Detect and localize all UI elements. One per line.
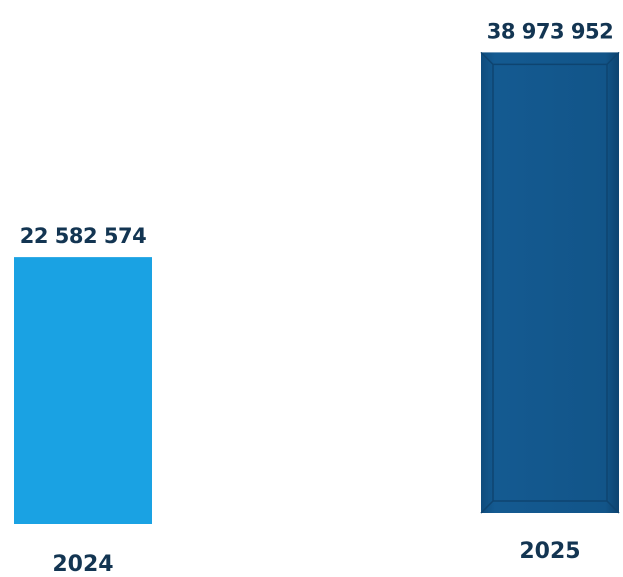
bars-layer — [14, 51, 620, 524]
bar-bevel-2025 — [480, 51, 620, 514]
labels-layer: 22 582 574 2024 38 973 952 2025 — [20, 19, 614, 577]
data-label-2025: 38 973 952 — [487, 19, 614, 43]
bar-2025 — [481, 52, 619, 514]
category-label-2025: 2025 — [519, 539, 580, 564]
data-label-2024: 22 582 574 — [20, 224, 147, 248]
category-label-2024: 2024 — [52, 552, 113, 577]
bar-2024 — [14, 257, 152, 524]
